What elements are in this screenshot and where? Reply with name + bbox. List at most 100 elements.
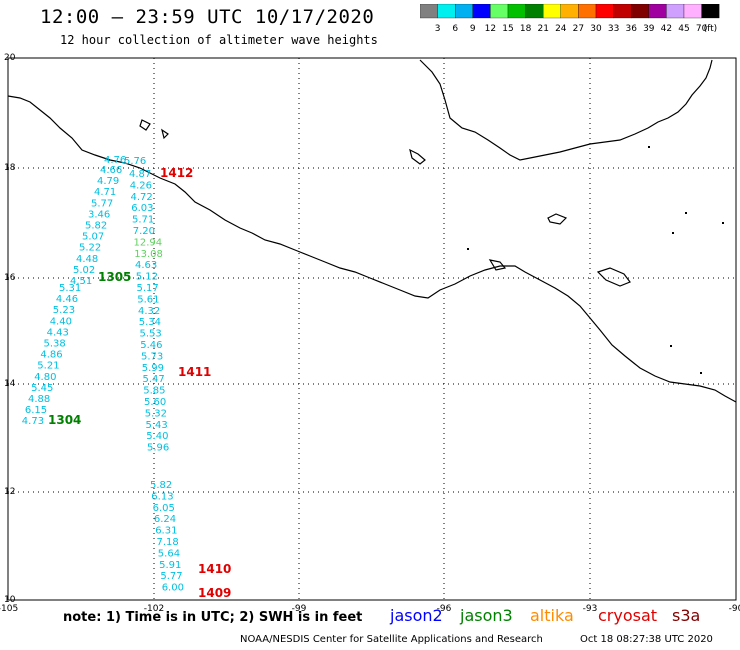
wave-height-value: 5.85	[143, 386, 165, 397]
scale-label: 45	[678, 24, 689, 34]
wave-height-value: 4.66	[100, 165, 122, 176]
wave-height-value: 7.18	[157, 537, 179, 548]
wave-height-value: 4.71	[94, 187, 116, 198]
wave-height-value: 4.73	[22, 416, 44, 427]
wave-height-value: 5.02	[73, 265, 95, 276]
x-tick-label: -96	[437, 604, 452, 614]
x-tick-label: -93	[583, 604, 598, 614]
credit-text: NOAA/NESDIS Center for Satellite Applica…	[240, 634, 543, 645]
y-tick-label: 12	[4, 487, 15, 497]
wave-height-value: 5.76	[124, 156, 146, 167]
wave-height-value: 5.71	[132, 215, 154, 226]
wave-height-value: 6.05	[153, 503, 175, 514]
y-tick-label: 18	[4, 163, 16, 173]
wave-height-value: 4.51	[70, 276, 92, 287]
wave-height-value: 5.82	[150, 480, 172, 491]
scale-label: 6	[452, 24, 458, 34]
pass-time-label: 1410	[198, 562, 231, 576]
wave-height-value: 5.73	[141, 351, 163, 362]
wave-height-value: 4.43	[47, 327, 69, 338]
wave-height-value: 5.99	[142, 363, 164, 374]
wave-height-value: 5.21	[37, 361, 59, 372]
wave-height-value: 6.13	[151, 491, 173, 502]
wave-height-value: 4.79	[97, 176, 119, 187]
wave-height-value: 12.94	[134, 237, 163, 248]
wave-height-value: 5.91	[159, 560, 181, 571]
scale-label: 21	[537, 24, 548, 34]
x-tick-label: -90	[729, 604, 740, 614]
wave-height-value: 5.47	[143, 374, 165, 385]
scale-swatch	[701, 4, 720, 19]
pass-time-label: 1305	[98, 270, 131, 284]
y-axis-labels: 20 18 16 14 12 10	[4, 53, 16, 605]
wave-height-value: 6.24	[154, 514, 176, 525]
wave-height-value: 5.43	[146, 420, 168, 431]
wave-height-value: 6.31	[155, 526, 177, 537]
wave-height-tracks: 4.664.794.715.773.465.825.075.224.485.02…	[22, 155, 232, 600]
scale-label: 33	[608, 24, 619, 34]
pass-time-label: 1304	[48, 413, 81, 427]
x-tick-label: -99	[292, 604, 307, 614]
map-frame	[7, 57, 737, 601]
y-tick-label: 20	[4, 53, 16, 63]
scale-label: 42	[661, 24, 672, 34]
wave-height-value: 4.88	[28, 394, 50, 405]
wave-height-color-scale: 3 6 9 12 15 18 21 24 27 30 33 36 39 42 45 70(ft)	[420, 4, 720, 34]
scale-label: 70	[696, 24, 708, 34]
wave-height-value: 13.08	[134, 249, 163, 260]
wave-height-value: 5.23	[53, 305, 75, 316]
wave-height-value: 4.76	[104, 155, 126, 166]
coastline	[7, 59, 737, 403]
wave-height-value: 5.38	[44, 339, 66, 350]
wave-height-value: 4.46	[56, 294, 78, 305]
pass-time-label: 1409	[198, 586, 231, 600]
scale-label: 27	[573, 24, 584, 34]
wave-height-value: 5.12	[136, 272, 158, 283]
wave-height-value: 5.32	[145, 408, 167, 419]
legend-item-jason3: jason3	[460, 606, 513, 625]
pass-time-label: 1411	[178, 365, 211, 379]
wave-height-value: 3.46	[88, 209, 110, 220]
wave-height-value: 5.22	[79, 243, 101, 254]
page-subtitle: 12 hour collection of altimeter wave hei…	[60, 33, 378, 47]
y-tick-label: 10	[4, 595, 16, 605]
scale-label: 18	[520, 24, 532, 34]
x-axis-labels: -105 -102 -99 -96 -93 -90	[0, 604, 740, 614]
scale-label: (ft)	[704, 24, 718, 34]
scale-label: 3	[435, 24, 441, 34]
wave-height-value: 5.40	[146, 431, 168, 442]
pass-time-label: 1412	[160, 166, 193, 180]
wave-height-value: 4.87	[129, 169, 151, 180]
scale-label: 36	[625, 24, 637, 34]
wave-height-value: 5.77	[91, 198, 113, 209]
wave-height-value: 5.45	[31, 383, 53, 394]
y-tick-label: 14	[4, 379, 16, 389]
footer-note: note: 1) Time is in UTC; 2) SWH is in fe…	[63, 610, 363, 625]
y-tick-label: 16	[4, 273, 16, 283]
legend-item-altika: altika	[530, 606, 574, 625]
timestamp-text: Oct 18 08:27:38 UTC 2020	[580, 634, 713, 645]
legend-item-cryosat: cryosat	[598, 606, 658, 625]
wave-height-value: 4.80	[34, 372, 56, 383]
wave-height-value: 6.15	[25, 405, 47, 416]
wave-height-value: 5.82	[85, 221, 107, 232]
wave-height-value: 4.72	[131, 192, 153, 203]
wave-height-value: 4.63	[135, 260, 157, 271]
wave-height-value: 7.20	[133, 226, 155, 237]
x-tick-label: -102	[144, 604, 164, 614]
wave-height-value: 6.00	[162, 583, 184, 594]
scale-label: 24	[555, 24, 567, 34]
legend-item-s3a: s3a	[672, 606, 701, 625]
wave-height-value: 5.60	[144, 397, 166, 408]
wave-height-value: 4.26	[130, 180, 152, 191]
wave-height-value: 4.40	[50, 316, 72, 327]
scale-label: 15	[502, 24, 513, 34]
wave-height-value: 5.77	[160, 571, 182, 582]
island-marks	[467, 146, 724, 374]
wave-height-value: 5.31	[59, 283, 81, 294]
wave-height-value: 5.61	[137, 294, 159, 305]
wave-height-value: 5.46	[140, 340, 162, 351]
scale-label: 39	[643, 24, 655, 34]
wave-height-value: 4.86	[40, 350, 62, 361]
